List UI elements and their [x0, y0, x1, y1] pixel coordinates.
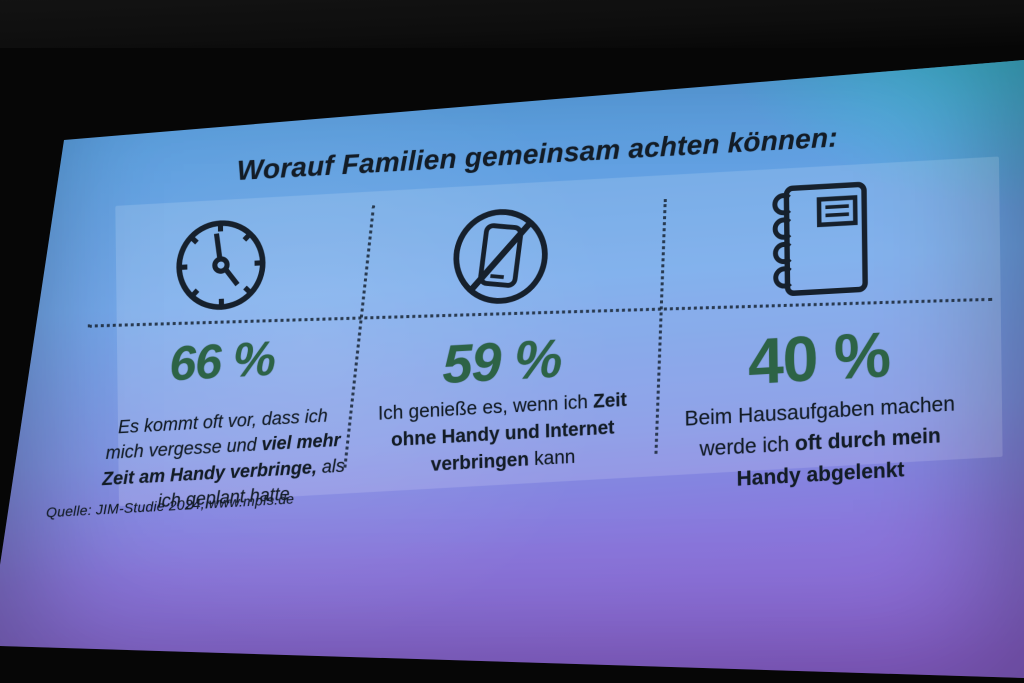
stat-column-no-phone: 59 % Ich genieße es, wenn ich Zeit ohne … [360, 188, 643, 484]
stat-text: Ich genieße es, wenn ich Zeit ohne Handy… [377, 389, 627, 476]
stat-text: Beim Hausaufgaben machen werde ich oft d… [684, 391, 956, 491]
no-phone-icon [447, 192, 554, 320]
stat-column-homework: 40 % Beim Hausaufgaben machen werde ich … [655, 173, 983, 500]
clock-icon [169, 202, 272, 328]
room-wall-edge [0, 0, 1024, 48]
percent-value: 59 % [442, 328, 562, 395]
slide-content: Worauf Familien gemeinsam achten können: [9, 64, 1014, 680]
notebook-icon [759, 178, 876, 303]
percent-value: 40 % [747, 317, 891, 398]
stat-column-time: 66 % Es kommt oft vor, dass ich mich ver… [80, 197, 363, 519]
percent-value: 66 % [169, 332, 276, 392]
